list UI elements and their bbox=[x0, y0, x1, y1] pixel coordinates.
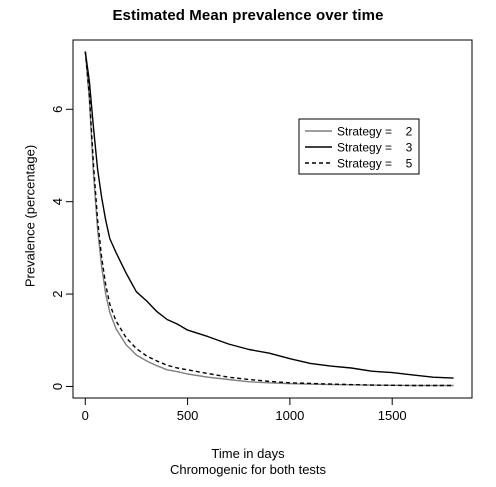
y-axis-label: Prevalence (percentage) bbox=[22, 144, 38, 288]
y-tick-label: 0 bbox=[50, 383, 65, 390]
legend-label: Strategy = bbox=[337, 125, 392, 139]
x-axis-label: Time in days bbox=[211, 446, 285, 461]
chart-title: Estimated Mean prevalence over time bbox=[112, 7, 384, 24]
chart-subtitle: Chromogenic for both tests bbox=[169, 462, 327, 477]
legend-label: Strategy = bbox=[337, 141, 392, 155]
y-tick-label: 6 bbox=[50, 106, 65, 113]
series-line-strategy-2 bbox=[84, 51, 454, 387]
legend-label: Strategy = bbox=[337, 157, 392, 171]
legend: Strategy = 2 Strategy = 3 Strategy = 5 bbox=[298, 118, 420, 175]
x-tick-label: 0 bbox=[82, 408, 89, 423]
plot-frame bbox=[72, 39, 473, 399]
x-tick-label: 1500 bbox=[378, 408, 407, 423]
series-group bbox=[84, 51, 454, 387]
x-tick-label: 500 bbox=[177, 408, 199, 423]
x-tick-label: 1000 bbox=[275, 408, 304, 423]
legend-value: 3 bbox=[406, 141, 413, 155]
series-line-strategy-5 bbox=[84, 51, 454, 387]
axes-group: 0 500 1000 1500 0 2 4 6 bbox=[50, 39, 473, 423]
legend-value: 2 bbox=[406, 125, 413, 139]
y-tick-label: 4 bbox=[50, 198, 65, 205]
y-tick-label: 2 bbox=[50, 290, 65, 297]
legend-value: 5 bbox=[406, 157, 413, 171]
series-line-strategy-3 bbox=[84, 51, 454, 379]
